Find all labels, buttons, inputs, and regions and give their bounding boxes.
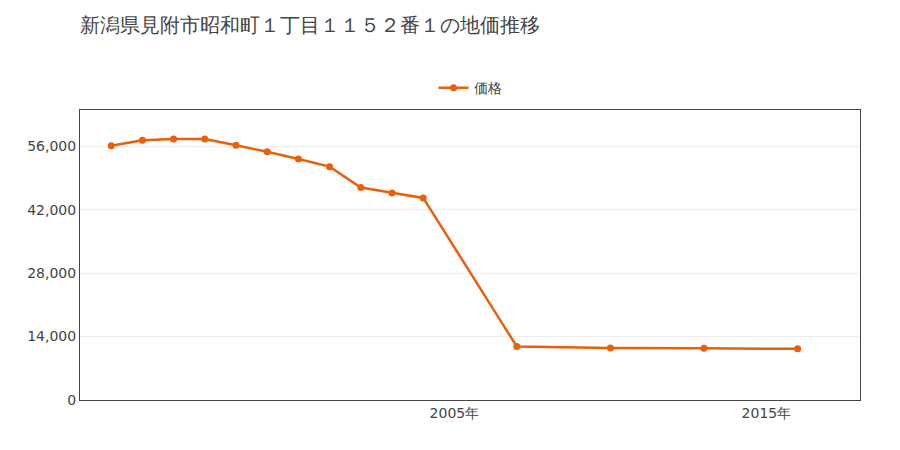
- svg-text:2005年: 2005年: [430, 405, 480, 421]
- svg-text:14,000: 14,000: [27, 328, 76, 344]
- svg-text:42,000: 42,000: [27, 202, 76, 218]
- svg-text:新潟県見附市昭和町１丁目１１５２番１の地価推移: 新潟県見附市昭和町１丁目１１５２番１の地価推移: [80, 13, 540, 37]
- svg-text:2015年: 2015年: [742, 405, 792, 421]
- svg-text:56,000: 56,000: [27, 138, 76, 154]
- svg-text:28,000: 28,000: [27, 265, 76, 281]
- svg-text:価格: 価格: [474, 80, 502, 96]
- svg-text:0: 0: [67, 392, 76, 408]
